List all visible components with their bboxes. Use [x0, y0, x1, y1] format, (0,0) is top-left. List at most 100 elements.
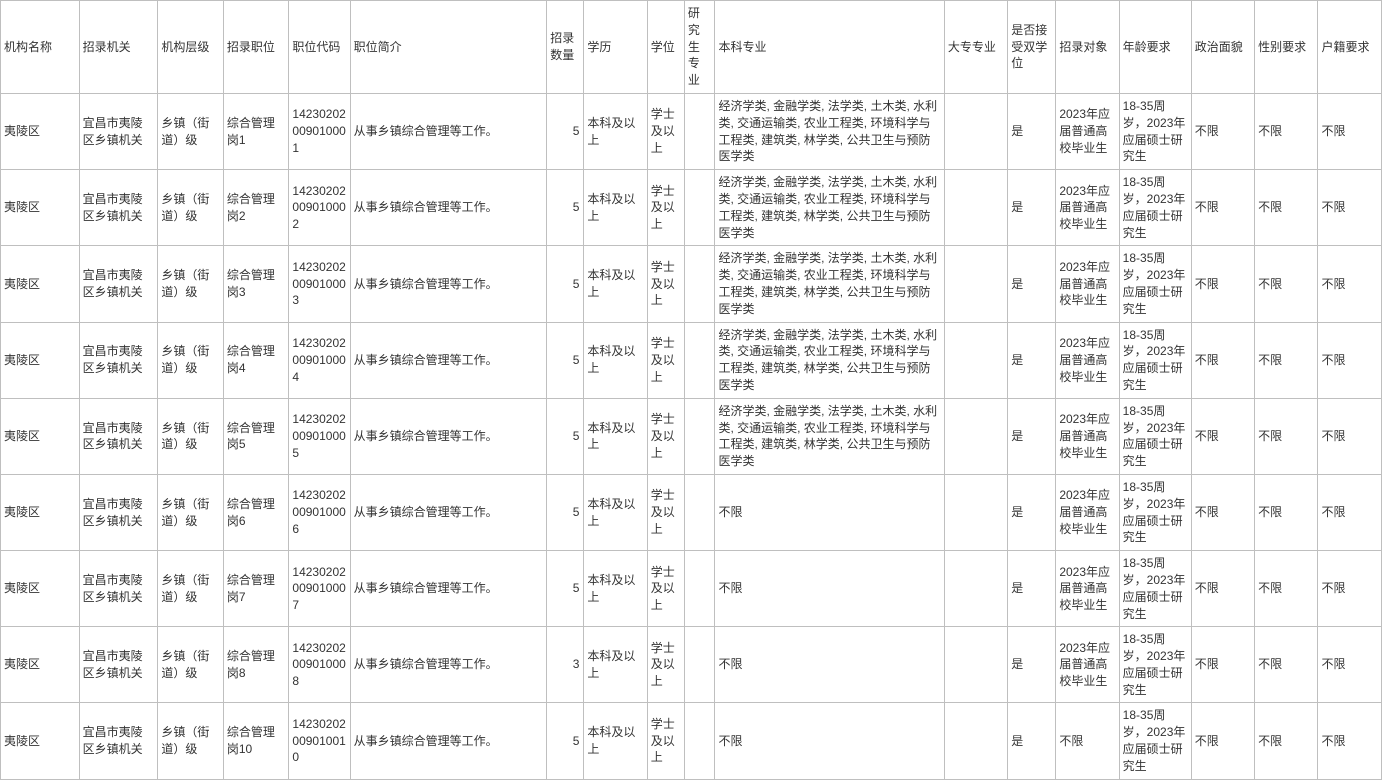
table-cell: 宜昌市夷陵区乡镇机关 — [79, 474, 158, 550]
table-column-header: 机构层级 — [158, 1, 224, 94]
table-cell: 本科及以上 — [584, 246, 647, 322]
table-cell: 夷陵区 — [1, 398, 80, 474]
table-cell: 18-35周岁，2023年应届硕士研究生 — [1119, 398, 1191, 474]
table-cell: 不限 — [1191, 170, 1254, 246]
table-cell: 是 — [1008, 551, 1056, 627]
table-row: 夷陵区宜昌市夷陵区乡镇机关乡镇（街道）级综合管理岗514230202009010… — [1, 398, 1382, 474]
table-cell: 不限 — [1255, 93, 1318, 169]
table-cell: 2023年应届普通高校毕业生 — [1056, 398, 1119, 474]
table-cell: 夷陵区 — [1, 551, 80, 627]
table-cell: 18-35周岁，2023年应届硕士研究生 — [1119, 322, 1191, 398]
table-column-header: 性别要求 — [1255, 1, 1318, 94]
table-cell: 不限 — [1191, 398, 1254, 474]
table-header-row: 机构名称招录机关机构层级招录职位职位代码职位简介招录数量学历学位研究生专业本科专… — [1, 1, 1382, 94]
table-cell — [684, 474, 715, 550]
table-cell: 不限 — [1255, 627, 1318, 703]
table-cell — [684, 246, 715, 322]
table-cell: 14230202009010001 — [289, 93, 350, 169]
table-cell: 本科及以上 — [584, 398, 647, 474]
table-column-header: 本科专业 — [715, 1, 944, 94]
table-cell: 不限 — [1191, 322, 1254, 398]
table-row: 夷陵区宜昌市夷陵区乡镇机关乡镇（街道）级综合管理岗714230202009010… — [1, 551, 1382, 627]
table-cell: 14230202009010004 — [289, 322, 350, 398]
table-cell: 不限 — [1191, 93, 1254, 169]
table-column-header: 研究生专业 — [684, 1, 715, 94]
table-cell: 不限 — [1318, 551, 1382, 627]
table-cell: 不限 — [1318, 246, 1382, 322]
table-column-header: 政治面貌 — [1191, 1, 1254, 94]
table-cell: 5 — [547, 398, 584, 474]
table-cell: 经济学类, 金融学类, 法学类, 土木类, 水利类, 交通运输类, 农业工程类,… — [715, 246, 944, 322]
table-cell: 18-35周岁，2023年应届硕士研究生 — [1119, 246, 1191, 322]
table-cell: 不限 — [1318, 170, 1382, 246]
table-cell: 5 — [547, 170, 584, 246]
table-cell: 不限 — [715, 474, 944, 550]
table-cell: 是 — [1008, 474, 1056, 550]
table-cell: 本科及以上 — [584, 322, 647, 398]
table-cell — [944, 322, 1007, 398]
table-cell: 从事乡镇综合管理等工作。 — [350, 398, 547, 474]
table-cell — [684, 322, 715, 398]
table-cell: 是 — [1008, 93, 1056, 169]
table-cell: 夷陵区 — [1, 474, 80, 550]
table-cell: 学士及以上 — [647, 627, 684, 703]
table-cell: 不限 — [715, 551, 944, 627]
table-cell: 学士及以上 — [647, 551, 684, 627]
table-column-header: 招录机关 — [79, 1, 158, 94]
table-cell: 从事乡镇综合管理等工作。 — [350, 322, 547, 398]
table-column-header: 招录职位 — [223, 1, 289, 94]
table-cell: 不限 — [1255, 551, 1318, 627]
table-cell — [944, 474, 1007, 550]
table-cell: 2023年应届普通高校毕业生 — [1056, 93, 1119, 169]
table-row: 夷陵区宜昌市夷陵区乡镇机关乡镇（街道）级综合管理岗814230202009010… — [1, 627, 1382, 703]
table-cell: 不限 — [1255, 322, 1318, 398]
table-cell: 是 — [1008, 170, 1056, 246]
table-cell: 综合管理岗3 — [223, 246, 289, 322]
table-cell: 综合管理岗1 — [223, 93, 289, 169]
table-cell: 本科及以上 — [584, 551, 647, 627]
table-column-header: 年龄要求 — [1119, 1, 1191, 94]
table-cell: 不限 — [1191, 627, 1254, 703]
table-cell: 不限 — [1255, 246, 1318, 322]
table-cell: 乡镇（街道）级 — [158, 398, 224, 474]
table-cell: 宜昌市夷陵区乡镇机关 — [79, 322, 158, 398]
table-cell: 是 — [1008, 246, 1056, 322]
table-row: 夷陵区宜昌市夷陵区乡镇机关乡镇（街道）级综合管理岗314230202009010… — [1, 246, 1382, 322]
table-cell: 2023年应届普通高校毕业生 — [1056, 474, 1119, 550]
table-cell: 不限 — [1318, 474, 1382, 550]
table-cell: 5 — [547, 551, 584, 627]
table-cell — [684, 627, 715, 703]
table-cell — [684, 398, 715, 474]
table-cell: 学士及以上 — [647, 246, 684, 322]
table-cell: 18-35周岁，2023年应届硕士研究生 — [1119, 627, 1191, 703]
table-cell: 14230202009010002 — [289, 170, 350, 246]
table-cell: 2023年应届普通高校毕业生 — [1056, 246, 1119, 322]
table-cell: 18-35周岁，2023年应届硕士研究生 — [1119, 551, 1191, 627]
table-cell: 经济学类, 金融学类, 法学类, 土木类, 水利类, 交通运输类, 农业工程类,… — [715, 322, 944, 398]
table-cell: 夷陵区 — [1, 170, 80, 246]
table-cell: 学士及以上 — [647, 93, 684, 169]
table-cell: 综合管理岗8 — [223, 627, 289, 703]
table-cell: 夷陵区 — [1, 627, 80, 703]
table-cell: 14230202009010005 — [289, 398, 350, 474]
table-column-header: 学历 — [584, 1, 647, 94]
table-cell: 从事乡镇综合管理等工作。 — [350, 93, 547, 169]
table-cell: 夷陵区 — [1, 93, 80, 169]
table-cell: 不限 — [1191, 474, 1254, 550]
table-cell: 从事乡镇综合管理等工作。 — [350, 627, 547, 703]
table-cell: 学士及以上 — [647, 398, 684, 474]
table-cell: 从事乡镇综合管理等工作。 — [350, 474, 547, 550]
table-cell: 14230202009010008 — [289, 627, 350, 703]
table-cell: 不限 — [715, 627, 944, 703]
table-cell: 学士及以上 — [647, 322, 684, 398]
table-cell: 不限 — [1318, 93, 1382, 169]
table-cell: 14230202009010003 — [289, 246, 350, 322]
table-row: 夷陵区宜昌市夷陵区乡镇机关乡镇（街道）级综合管理岗614230202009010… — [1, 474, 1382, 550]
table-cell: 18-35周岁，2023年应届硕士研究生 — [1119, 93, 1191, 169]
table-cell: 乡镇（街道）级 — [158, 322, 224, 398]
table-cell: 2023年应届普通高校毕业生 — [1056, 627, 1119, 703]
table-cell: 宜昌市夷陵区乡镇机关 — [79, 627, 158, 703]
table-column-header: 机构名称 — [1, 1, 80, 94]
table-cell: 综合管理岗5 — [223, 398, 289, 474]
table-cell: 是 — [1008, 398, 1056, 474]
